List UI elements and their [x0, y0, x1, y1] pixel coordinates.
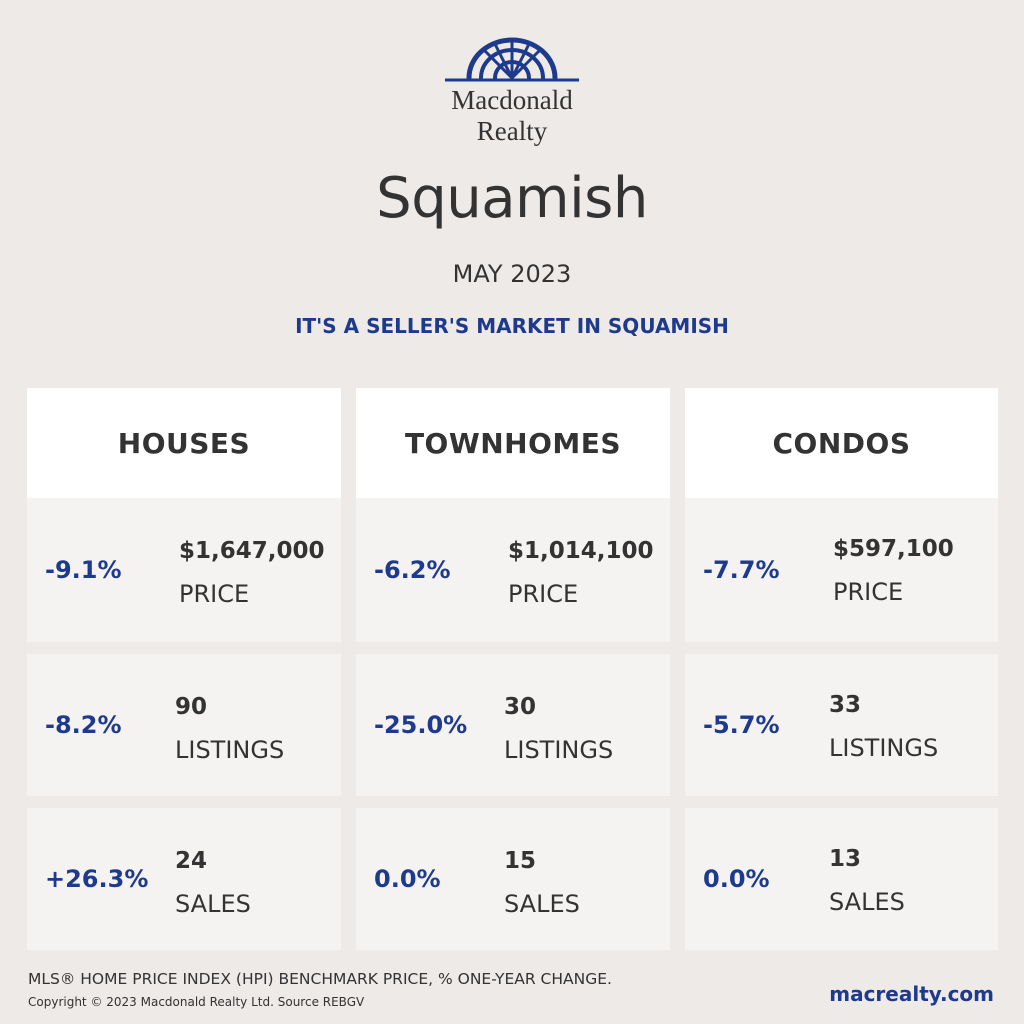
percent-change: +26.3%: [45, 865, 149, 893]
percent-change: -7.7%: [703, 556, 780, 584]
column-title: CONDOS: [772, 426, 911, 460]
column-header-houses: HOUSES: [27, 388, 341, 498]
stat-value: 30: [504, 694, 537, 720]
stat-card-condos-listings: -5.7% 33 LISTINGS: [685, 654, 998, 796]
stat-value: 24: [175, 848, 208, 874]
column-title: TOWNHOMES: [404, 426, 622, 460]
percent-change: -5.7%: [703, 711, 780, 739]
stat-value: 90: [175, 694, 208, 720]
percent-change: -9.1%: [45, 556, 122, 584]
stat-label: SALES: [829, 888, 905, 916]
sunburst-arch-logo-icon: [445, 37, 579, 82]
report-period: MAY 2023: [452, 260, 572, 288]
stat-card-townhomes-sales: 0.0% 15 SALES: [356, 808, 670, 950]
column-header-condos: CONDOS: [685, 388, 998, 498]
stat-value: $597,100: [833, 536, 954, 562]
stat-label: PRICE: [833, 578, 904, 606]
stat-value: 33: [829, 692, 862, 718]
stat-label: PRICE: [508, 580, 579, 608]
percent-change: 0.0%: [374, 865, 441, 893]
brand-logo: Macdonald Realty: [412, 36, 612, 156]
stat-card-townhomes-price: -6.2% $1,014,100 PRICE: [356, 498, 670, 642]
stat-card-houses-listings: -8.2% 90 LISTINGS: [27, 654, 341, 796]
stat-label: LISTINGS: [175, 736, 285, 764]
stat-card-condos-sales: 0.0% 13 SALES: [685, 808, 998, 950]
column-header-townhomes: TOWNHOMES: [356, 388, 670, 498]
stat-card-townhomes-listings: -25.0% 30 LISTINGS: [356, 654, 670, 796]
stat-value: $1,014,100: [508, 538, 654, 564]
percent-change: -8.2%: [45, 711, 122, 739]
percent-change: -25.0%: [374, 711, 468, 739]
stat-card-houses-price: -9.1% $1,647,000 PRICE: [27, 498, 341, 642]
percent-change: -6.2%: [374, 556, 451, 584]
stat-value: $1,647,000: [179, 538, 325, 564]
brand-name-line2: Realty: [476, 116, 548, 146]
brand-name-line1: Macdonald: [451, 85, 573, 115]
stat-label: PRICE: [179, 580, 250, 608]
market-tagline: IT'S A SELLER'S MARKET IN SQUAMISH: [295, 314, 729, 338]
column-title: HOUSES: [117, 426, 251, 460]
website-link[interactable]: macrealty.com: [829, 982, 994, 1006]
stat-label: LISTINGS: [829, 734, 939, 762]
methodology-note: MLS® HOME PRICE INDEX (HPI) BENCHMARK PR…: [28, 970, 612, 988]
stat-label: SALES: [504, 890, 580, 918]
stat-value: 15: [504, 848, 537, 874]
stat-label: LISTINGS: [504, 736, 614, 764]
copyright-text: Copyright © 2023 Macdonald Realty Ltd. S…: [28, 995, 365, 1009]
percent-change: 0.0%: [703, 865, 770, 893]
stat-value: 13: [829, 846, 862, 872]
stat-card-condos-price: -7.7% $597,100 PRICE: [685, 498, 998, 642]
stat-card-houses-sales: +26.3% 24 SALES: [27, 808, 341, 950]
stat-label: SALES: [175, 890, 251, 918]
city-title: Squamish: [376, 166, 648, 231]
